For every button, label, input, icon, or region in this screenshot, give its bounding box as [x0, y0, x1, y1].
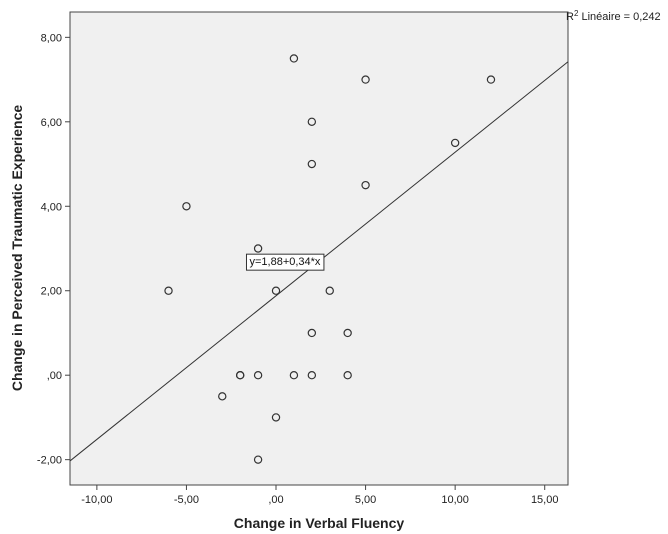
r2-text: Linéaire = 0,242 [578, 11, 660, 23]
y-tick-label: ,00 [47, 370, 62, 382]
y-tick-label: -2,00 [37, 455, 62, 467]
r2-prefix: R [566, 11, 574, 23]
r2-superscript: 2 [574, 9, 579, 18]
data-point [361, 75, 370, 84]
data-point [307, 370, 317, 380]
data-point [253, 244, 263, 253]
equation-box: y=1,88+0,34*x [245, 253, 325, 271]
data-point [343, 370, 352, 380]
data-point [289, 370, 299, 380]
data-point [271, 413, 281, 422]
data-point [289, 54, 299, 63]
data-point [253, 455, 263, 464]
y-tick-label: 6,00 [41, 117, 62, 129]
data-point [164, 286, 173, 295]
x-tick-label: 10,00 [441, 494, 469, 506]
axis-ticks: -10,00 -5,00 ,00 5,00 10,00 15,00 -2,00 ,00 2,00… [37, 32, 559, 506]
data-point [235, 370, 245, 380]
x-tick-label: ,00 [268, 494, 283, 506]
x-tick-label: 5,00 [355, 494, 376, 506]
y-tick-label: 8,00 [41, 32, 62, 44]
scatter-points [164, 54, 496, 464]
equation-box-frame [245, 253, 325, 271]
data-point [182, 202, 191, 211]
data-point [450, 138, 460, 148]
y-tick-label: 2,00 [41, 286, 62, 298]
x-tick-label: -5,00 [174, 494, 199, 506]
x-tick-label: 15,00 [531, 494, 559, 506]
data-point [307, 159, 317, 169]
data-point [307, 117, 317, 127]
data-point [307, 328, 317, 338]
plot-area [69, 11, 569, 486]
data-point [486, 75, 496, 84]
x-axis-title: Change in Verbal Fluency [234, 515, 405, 531]
x-tick-label: -10,00 [81, 494, 112, 506]
data-point [218, 392, 227, 401]
r2-label: R2 Linéaire = 0,242 [566, 9, 661, 23]
data-point [361, 180, 370, 190]
data-point [325, 286, 334, 295]
data-point [271, 286, 281, 295]
y-tick-label: 4,00 [41, 201, 62, 213]
data-point [343, 328, 352, 338]
y-axis-title: Change in Perceived Traumatic Experience [9, 105, 25, 392]
data-point [253, 370, 263, 380]
fit-equation-label: y=1,88+0,34*x [249, 256, 320, 268]
